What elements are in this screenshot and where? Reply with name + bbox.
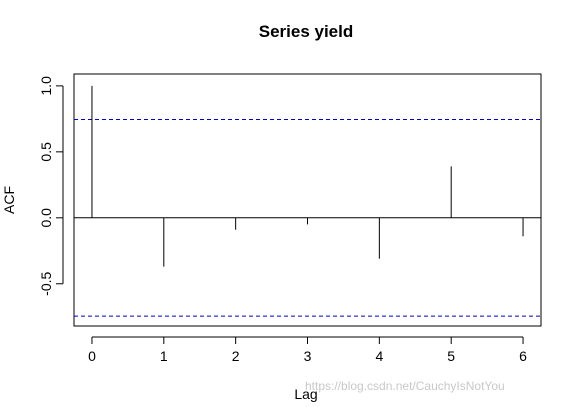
x-tick-label: 1: [160, 348, 168, 364]
y-tick-label: 0.5: [38, 142, 54, 162]
acf-bars: [74, 85, 541, 317]
y-tick-label: 0.0: [38, 208, 54, 228]
plot-frame: [73, 73, 542, 327]
x-tick-label: 6: [519, 348, 527, 364]
x-axis-label: Lag: [294, 386, 317, 402]
x-axis: 0 1 2 3 4 5 6: [88, 336, 527, 364]
y-axis: -0.5 0.0 0.5 1.0: [38, 76, 64, 296]
y-tick-label: -0.5: [38, 272, 54, 296]
x-tick-label: 3: [304, 348, 312, 364]
x-tick-label: 4: [375, 348, 383, 364]
chart-title: Series yield: [259, 22, 354, 41]
x-tick-label: 2: [232, 348, 240, 364]
watermark-text: https://blog.csdn.net/CauchyIsNotYou: [305, 379, 505, 393]
y-axis-label: ACF: [1, 186, 17, 214]
y-tick-label: 1.0: [38, 76, 54, 96]
x-tick-label: 0: [88, 348, 96, 364]
x-tick-label: 5: [447, 348, 455, 364]
